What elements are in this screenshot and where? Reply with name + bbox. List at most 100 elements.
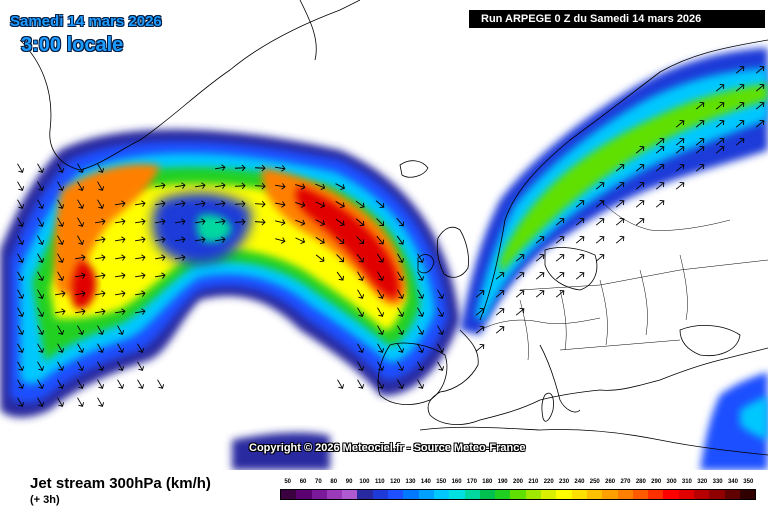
scale-label: 60: [299, 479, 307, 485]
scale-label: 140: [420, 479, 431, 485]
wind-arrow: [57, 199, 65, 209]
wind-arrow: [114, 308, 126, 315]
wind-arrow: [396, 235, 405, 245]
wind-arrow: [137, 343, 145, 353]
wind-arrow: [356, 253, 365, 263]
wind-arrow: [117, 343, 125, 353]
wind-arrow: [675, 163, 685, 172]
wind-arrow: [17, 379, 25, 389]
map-canvas: [0, 0, 768, 470]
wind-arrow: [357, 271, 365, 281]
wind-arrow: [555, 253, 565, 262]
wind-arrow: [74, 290, 86, 297]
wind-arrow: [117, 325, 125, 335]
scale-label: 170: [466, 479, 477, 485]
wind-arrow: [377, 289, 385, 299]
wind-arrow: [154, 272, 166, 279]
wind-arrow: [174, 182, 186, 189]
wind-arrow: [715, 83, 725, 92]
wind-arrow: [735, 137, 745, 146]
copyright-notice: Copyright © 2026 Meteociel.fr - Source M…: [249, 442, 526, 454]
wind-arrow: [37, 181, 45, 191]
wind-arrow: [254, 182, 266, 190]
wind-arrow: [37, 253, 45, 263]
wind-arrow: [214, 218, 226, 225]
wind-arrow: [17, 343, 25, 353]
wind-arrow: [254, 164, 266, 172]
wind-arrow: [97, 163, 105, 173]
scale-swatch: [418, 490, 434, 499]
wind-arrow: [97, 343, 105, 353]
wind-arrow: [355, 218, 365, 227]
wind-arrow: [755, 101, 765, 110]
wind-arrow: [417, 289, 425, 299]
wind-arrow: [57, 235, 65, 245]
scale-swatch: [648, 490, 664, 499]
wind-arrow: [17, 163, 25, 173]
wind-arrow: [57, 271, 65, 281]
scale-label: 270: [620, 479, 631, 485]
jet-south-mid: [232, 432, 330, 470]
wind-arrow: [695, 137, 705, 146]
wind-arrow: [396, 217, 405, 227]
wind-arrow: [715, 137, 725, 146]
wind-arrow: [397, 343, 405, 353]
wind-arrow: [17, 217, 25, 227]
scale-label: 230: [559, 479, 570, 485]
wind-arrow: [735, 101, 745, 110]
wind-arrow: [555, 271, 565, 280]
wind-arrow: [37, 217, 45, 227]
wind-arrow: [535, 235, 545, 244]
scale-swatch: [326, 490, 343, 499]
wind-arrow: [174, 236, 186, 243]
scale-label: 340: [727, 479, 738, 485]
wind-arrow: [134, 236, 146, 243]
wind-arrow: [77, 163, 85, 173]
scale-swatch: [495, 490, 511, 499]
wind-arrow: [397, 253, 405, 263]
wind-arrow: [695, 119, 705, 128]
country-borders: [479, 199, 768, 361]
wind-arrow: [57, 343, 65, 353]
wind-arrow: [254, 218, 266, 226]
wind-arrow: [495, 325, 505, 334]
iceland-coast: [399, 160, 429, 178]
wind-arrow: [295, 237, 306, 244]
wind-arrow: [735, 65, 745, 74]
wind-arrow: [37, 163, 45, 173]
wind-arrow: [376, 218, 384, 226]
scale-label: 130: [405, 479, 416, 485]
scale-label: 330: [712, 479, 723, 485]
jet-band-red: [295, 186, 400, 299]
scale-swatch: [281, 490, 297, 499]
wind-arrow: [675, 137, 685, 146]
wind-arrow: [475, 343, 485, 352]
wind-arrow: [355, 200, 365, 209]
wind-arrow: [77, 343, 85, 353]
wind-arrow: [356, 236, 364, 245]
scale-swatch: [525, 490, 542, 499]
wind-arrow: [77, 379, 85, 389]
scale-label: 100: [359, 479, 370, 485]
scale-swatch: [556, 490, 572, 499]
jet-core-north: [460, 48, 768, 335]
wind-arrow: [635, 217, 645, 226]
africa-coast: [419, 426, 768, 456]
wind-arrow: [77, 181, 85, 191]
wind-arrow: [214, 164, 226, 171]
wind-arrow: [57, 397, 65, 407]
wind-arrow: [74, 272, 86, 279]
wind-arrow: [475, 307, 485, 316]
wind-arrow: [37, 325, 45, 335]
wind-arrow: [655, 199, 665, 208]
wind-arrow: [495, 307, 505, 316]
wind-arrow: [94, 254, 106, 261]
wind-arrow: [357, 307, 365, 317]
wind-arrow: [134, 200, 146, 207]
wind-arrow: [154, 236, 166, 243]
wind-arrow: [114, 254, 126, 261]
wind-arrow: [695, 101, 705, 110]
greenland-coast-east: [299, 0, 317, 61]
wind-arrow: [755, 119, 765, 128]
wind-arrow: [417, 325, 425, 335]
